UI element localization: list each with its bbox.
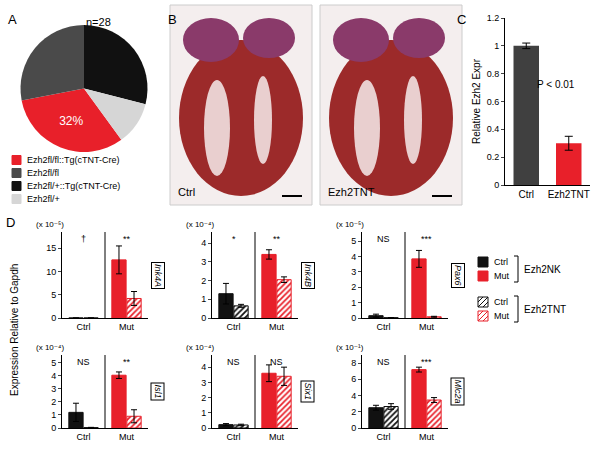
svg-text:10: 10 — [46, 267, 56, 277]
svg-text:Ctrl: Ctrl — [494, 297, 508, 307]
svg-text:**: ** — [123, 234, 131, 244]
svg-text:Ctrl: Ctrl — [377, 322, 391, 332]
svg-text:Six1: Six1 — [303, 383, 313, 401]
svg-text:B: B — [168, 12, 177, 27]
svg-text:0: 0 — [51, 313, 56, 323]
svg-text:15: 15 — [46, 243, 56, 253]
svg-text:NS: NS — [270, 357, 283, 367]
svg-text:0: 0 — [351, 423, 356, 433]
svg-text:0.2: 0.2 — [487, 152, 500, 162]
svg-text:1.2: 1.2 — [487, 13, 500, 23]
svg-text:2: 2 — [351, 407, 356, 417]
svg-text:6: 6 — [351, 374, 356, 384]
svg-text:Ezh2fl/fl::Tg(cTNT-Cre): Ezh2fl/fl::Tg(cTNT-Cre) — [27, 155, 120, 165]
svg-text:1: 1 — [51, 410, 56, 420]
svg-text:2: 2 — [201, 276, 206, 286]
svg-text:Mut: Mut — [119, 432, 135, 442]
svg-text:4: 4 — [201, 362, 206, 372]
svg-text:Ctrl: Ctrl — [77, 432, 91, 442]
svg-text:0.8: 0.8 — [487, 69, 500, 79]
svg-text:0: 0 — [201, 313, 206, 323]
svg-text:Mut: Mut — [269, 432, 285, 442]
svg-text:(x 10⁻⁴): (x 10⁻⁴) — [36, 343, 64, 352]
svg-text:2: 2 — [51, 397, 56, 407]
svg-text:C: C — [457, 12, 466, 27]
svg-text:P < 0.01: P < 0.01 — [537, 79, 575, 90]
svg-text:Ezh2TNT: Ezh2TNT — [524, 304, 566, 315]
svg-text:Ezh2fl/+: Ezh2fl/+ — [27, 194, 60, 204]
svg-text:1: 1 — [494, 41, 499, 51]
svg-text:2: 2 — [351, 282, 356, 292]
svg-text:Mut: Mut — [119, 322, 135, 332]
svg-text:(x 10⁻¹): (x 10⁻¹) — [336, 343, 364, 352]
svg-text:5: 5 — [351, 236, 356, 246]
svg-text:***: *** — [421, 234, 432, 244]
svg-text:Ctrl: Ctrl — [227, 432, 241, 442]
svg-text:*: * — [232, 234, 236, 244]
svg-text:Mut: Mut — [419, 322, 435, 332]
svg-text:0.4: 0.4 — [487, 124, 500, 134]
svg-text:Ctrl: Ctrl — [178, 186, 195, 198]
svg-text:**: ** — [273, 234, 281, 244]
svg-text:1: 1 — [201, 294, 206, 304]
svg-text:4: 4 — [51, 371, 56, 381]
svg-text:Mut: Mut — [494, 271, 510, 281]
svg-text:3: 3 — [51, 384, 56, 394]
svg-text:Ink4B: Ink4B — [303, 264, 313, 287]
svg-text:2: 2 — [201, 393, 206, 403]
svg-text:Mlc2a: Mlc2a — [453, 380, 463, 404]
svg-text:Isl1: Isl1 — [153, 385, 163, 399]
svg-text:Mut: Mut — [494, 311, 510, 321]
svg-text:1: 1 — [351, 298, 356, 308]
svg-text:Ink4A: Ink4A — [153, 264, 163, 287]
svg-text:(x 10⁻⁴): (x 10⁻⁴) — [186, 220, 214, 229]
svg-text:Mut: Mut — [419, 432, 435, 442]
svg-text:Mut: Mut — [269, 322, 285, 332]
svg-text:0: 0 — [201, 423, 206, 433]
svg-text:3: 3 — [201, 257, 206, 267]
svg-text:4: 4 — [201, 238, 206, 248]
svg-text:Ctrl: Ctrl — [227, 322, 241, 332]
svg-text:**: ** — [123, 357, 131, 367]
svg-text:NS: NS — [377, 234, 390, 244]
svg-text:Relative Ezh2 Expr: Relative Ezh2 Expr — [471, 58, 482, 144]
svg-text:***: *** — [421, 357, 432, 367]
svg-text:Ctrl: Ctrl — [77, 322, 91, 332]
svg-text:8: 8 — [351, 358, 356, 368]
svg-text:Ctrl: Ctrl — [518, 189, 534, 200]
svg-text:Ezh2fl/+::Tg(cTNT-Cre): Ezh2fl/+::Tg(cTNT-Cre) — [27, 181, 120, 191]
svg-text:NS: NS — [77, 357, 90, 367]
svg-text:5: 5 — [51, 290, 56, 300]
svg-text:0: 0 — [51, 423, 56, 433]
svg-text:Ezh2TNT: Ezh2TNT — [328, 186, 375, 198]
svg-text:Ezh2TNT: Ezh2TNT — [548, 189, 590, 200]
svg-text:5: 5 — [51, 358, 56, 368]
svg-text:Expression Relative to Gapdh: Expression Relative to Gapdh — [9, 264, 20, 396]
svg-text:NS: NS — [227, 357, 240, 367]
svg-text:Ezh2NK: Ezh2NK — [524, 264, 561, 275]
svg-text:n=28: n=28 — [86, 16, 111, 28]
svg-text:Ezh2fl/fl: Ezh2fl/fl — [27, 168, 59, 178]
svg-text:D: D — [6, 215, 15, 230]
svg-text:0: 0 — [494, 180, 499, 190]
svg-text:4: 4 — [351, 252, 356, 262]
svg-text:†: † — [81, 234, 86, 244]
svg-text:Ctrl: Ctrl — [494, 257, 508, 267]
svg-text:0: 0 — [351, 313, 356, 323]
svg-text:NS: NS — [377, 357, 390, 367]
svg-text:3: 3 — [201, 378, 206, 388]
svg-text:32%: 32% — [59, 114, 83, 128]
svg-text:0.6: 0.6 — [487, 97, 500, 107]
svg-text:4: 4 — [351, 391, 356, 401]
svg-text:(x 10⁻⁴): (x 10⁻⁴) — [186, 343, 214, 352]
svg-text:(x 10⁻⁵): (x 10⁻⁵) — [36, 220, 64, 229]
svg-text:Pax6: Pax6 — [453, 265, 463, 286]
svg-text:3: 3 — [351, 267, 356, 277]
svg-text:Ctrl: Ctrl — [377, 432, 391, 442]
svg-text:(x 10⁻⁵): (x 10⁻⁵) — [336, 220, 364, 229]
svg-text:A: A — [8, 12, 17, 27]
svg-text:1: 1 — [201, 408, 206, 418]
